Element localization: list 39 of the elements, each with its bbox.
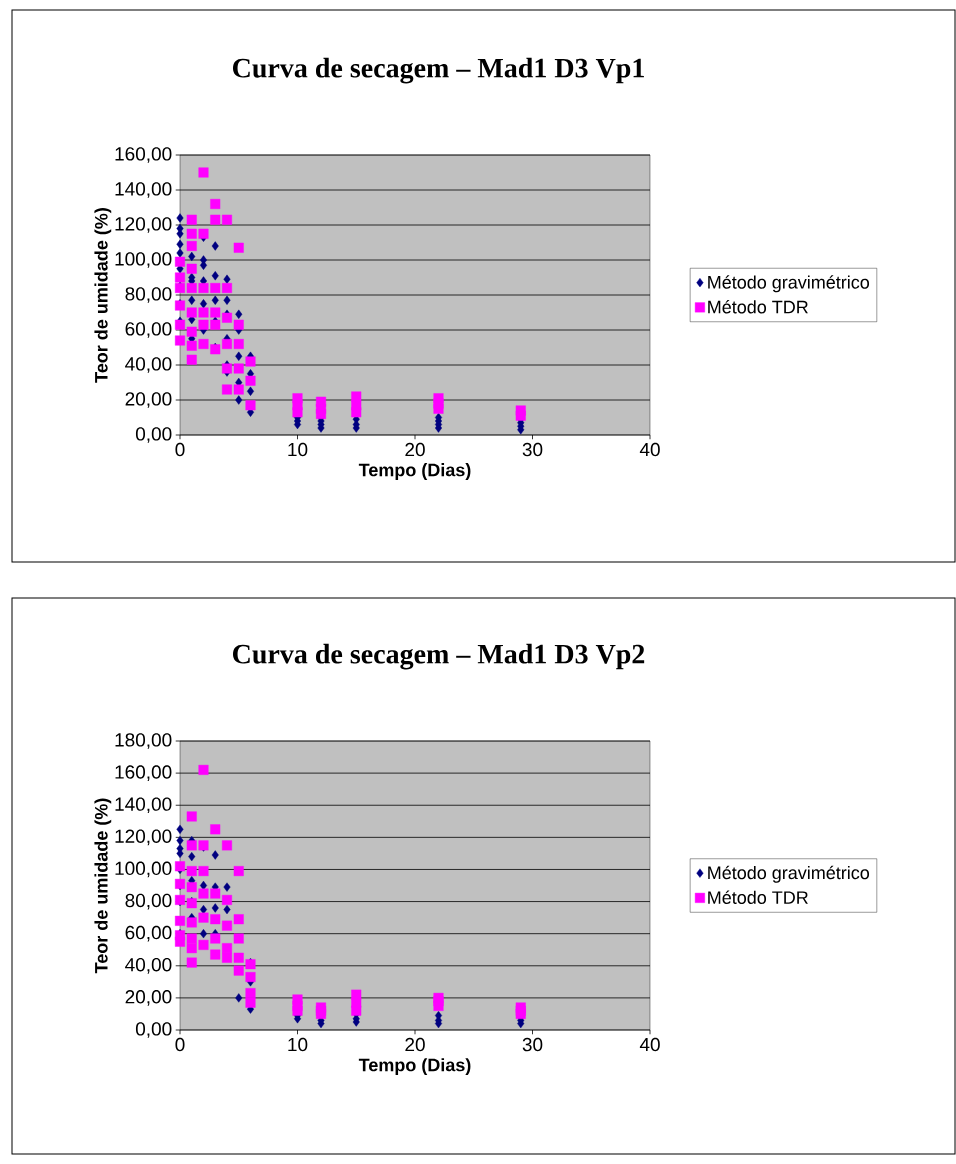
y-tick-label: 20,00 [125,990,172,1006]
y-tick-label: 100,00 [115,252,172,268]
y-tick-label: 0,00 [135,427,172,443]
y-tick-label: 80,00 [125,287,172,303]
y-axis-title: Teor de umidade (%) [94,208,112,383]
legend-label: Método TDR [708,300,808,314]
y-tick-label: 120,00 [115,217,172,233]
x-tick-label: 10 [288,442,308,457]
x-tick-label: 40 [639,442,660,457]
y-tick-label: 100,00 [115,861,172,878]
x-tick-label: 20 [405,442,425,457]
x-tick-label: 0 [175,442,185,457]
x-tick-label: 20 [405,1037,425,1052]
chart-title: Curva de secagem – Mad1 D3 Vp2 [233,643,645,670]
y-tick-label: 60,00 [125,925,172,942]
x-tick-label: 0 [175,1037,185,1052]
y-tick-label: 0,00 [135,1022,172,1038]
y-tick-label: 160,00 [115,765,172,781]
y-axis-title: Teor de umidade (%) [94,798,112,974]
x-axis-title: Tempo (Dias) [358,1058,471,1075]
legend-label: Método TDR [708,890,808,904]
x-axis-title: Tempo (Dias) [358,463,471,480]
x-tick-label: 30 [522,1037,543,1052]
legend-label: Método gravimétrico [708,865,870,883]
chart-title: Curva de secagem – Mad1 D3 Vp1 [233,57,644,84]
y-tick-label: 120,00 [115,829,172,846]
y-tick-label: 180,00 [115,733,172,749]
y-tick-label: 80,00 [125,893,172,910]
x-tick-label: 30 [522,442,543,457]
legend-label: Método gravimétrico [708,275,870,293]
y-tick-label: 140,00 [115,797,172,814]
y-tick-label: 60,00 [125,322,172,338]
y-tick-label: 160,00 [115,147,172,163]
x-tick-label: 10 [288,1037,308,1052]
y-tick-label: 40,00 [125,357,172,373]
x-tick-label: 40 [639,1037,660,1052]
y-tick-label: 40,00 [125,957,172,974]
y-tick-label: 140,00 [115,182,172,198]
y-tick-label: 20,00 [125,392,172,408]
